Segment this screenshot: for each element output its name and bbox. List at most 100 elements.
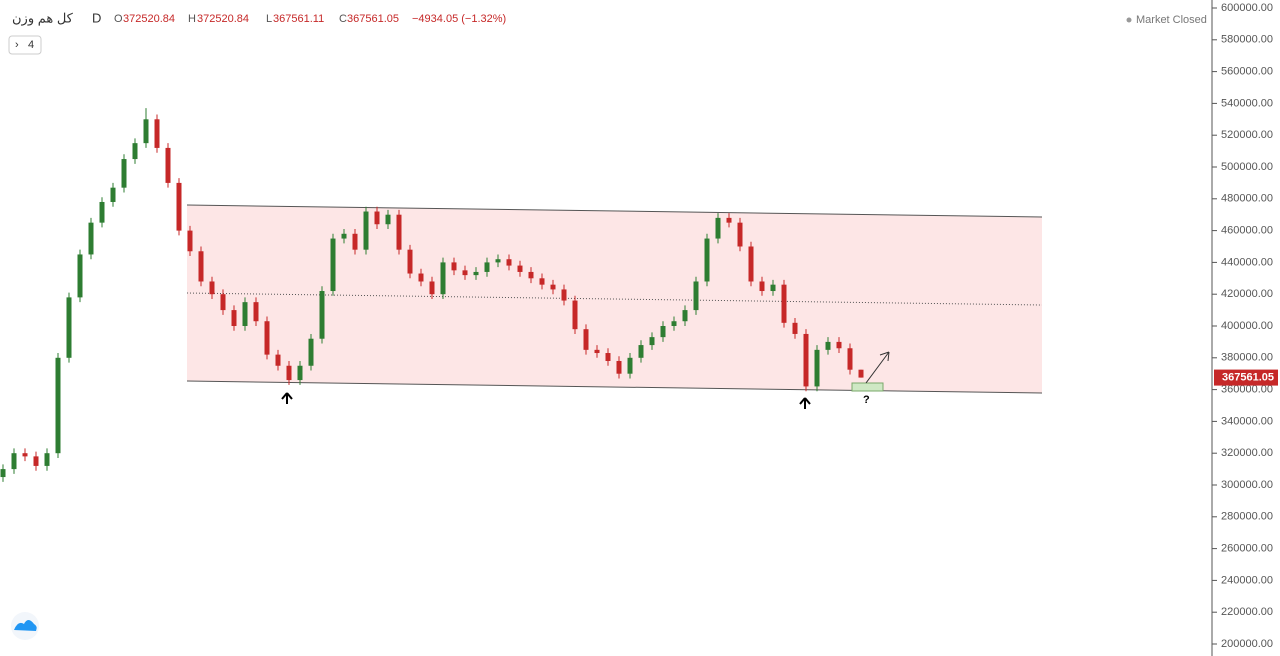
candle-body xyxy=(715,217,721,239)
candle-body xyxy=(814,349,820,387)
candle-body xyxy=(704,238,710,282)
y-tick-label: 500000.00 xyxy=(1221,161,1273,173)
candle-body xyxy=(451,262,457,271)
candle-body xyxy=(341,233,347,239)
y-tick-label: 260000.00 xyxy=(1221,543,1273,555)
l-label: L xyxy=(266,13,272,25)
candle-body xyxy=(396,214,402,250)
collapse-arrow[interactable]: › xyxy=(15,39,19,51)
plot xyxy=(0,108,1043,482)
candle-body xyxy=(517,265,523,272)
candle-body xyxy=(187,230,193,252)
market-status: Market Closed xyxy=(1136,14,1207,26)
candle-body xyxy=(132,143,138,160)
candle-body xyxy=(209,281,215,295)
candle-body xyxy=(550,284,556,290)
candle-body xyxy=(825,341,831,350)
candle-body xyxy=(781,284,787,323)
candle-body xyxy=(473,271,479,276)
candle-body xyxy=(66,297,72,358)
candle-body xyxy=(198,251,204,282)
candle-body xyxy=(44,453,50,466)
candle-body xyxy=(55,357,61,454)
candle-body xyxy=(605,353,611,361)
y-tick-label: 540000.00 xyxy=(1221,97,1273,109)
candle-body xyxy=(275,354,281,366)
candle-body xyxy=(803,333,809,387)
l-value: 367561.11 xyxy=(273,13,324,25)
symbol: کل هم وزن xyxy=(12,10,74,26)
y-tick-label: 560000.00 xyxy=(1221,66,1273,78)
o-label: O xyxy=(114,13,123,25)
y-tick-label: 300000.00 xyxy=(1221,479,1273,491)
candle-body xyxy=(143,119,149,144)
candle-body xyxy=(748,246,754,282)
interval: D xyxy=(92,10,101,25)
y-tick-label: 600000.00 xyxy=(1221,2,1273,14)
candle-body xyxy=(484,262,490,272)
candle-body xyxy=(649,337,655,346)
candle-body xyxy=(462,270,468,276)
o-value: 372520.84 xyxy=(123,13,175,25)
candle-body xyxy=(858,369,864,378)
h-label: H xyxy=(188,13,196,25)
candle-body xyxy=(165,147,171,183)
y-tick-label: 420000.00 xyxy=(1221,288,1273,300)
candle-body xyxy=(176,182,182,231)
candle-body xyxy=(561,289,567,301)
candle-body xyxy=(77,254,83,298)
candle-body xyxy=(770,284,776,292)
target-box xyxy=(851,382,884,392)
c-label: C xyxy=(339,13,347,25)
candle-body xyxy=(242,302,248,326)
candle-body xyxy=(374,211,380,225)
h-value: 372520.84 xyxy=(197,13,249,25)
y-tick-label: 440000.00 xyxy=(1221,256,1273,268)
candle-body xyxy=(286,365,292,381)
candle-body xyxy=(154,119,160,148)
candle-body xyxy=(594,349,600,354)
candle-body xyxy=(572,300,578,330)
candle-body xyxy=(352,233,358,250)
candle-body xyxy=(319,291,325,339)
candle-body xyxy=(110,187,116,202)
c-value: 367561.05 xyxy=(347,13,399,25)
y-tick-label: 340000.00 xyxy=(1221,415,1273,427)
candle-body xyxy=(0,469,6,478)
candle-body xyxy=(627,357,633,374)
candle-body xyxy=(99,201,105,223)
y-tick-label: 320000.00 xyxy=(1221,447,1273,459)
candle-body xyxy=(264,321,270,355)
up-arrow xyxy=(281,392,293,404)
candle-body xyxy=(440,262,446,295)
candle-body xyxy=(121,159,127,188)
candle-body xyxy=(671,321,677,326)
channel-fill xyxy=(187,205,1042,394)
y-tick-label: 580000.00 xyxy=(1221,34,1273,46)
candle-body xyxy=(253,302,259,322)
collapse-count[interactable]: 4 xyxy=(28,39,34,51)
candle-body xyxy=(418,273,424,282)
candle-body xyxy=(231,310,237,326)
candle-body xyxy=(638,345,644,358)
candle-body xyxy=(726,217,732,223)
candle-body xyxy=(429,281,435,295)
candle-body xyxy=(528,271,534,279)
candle-body xyxy=(495,259,501,263)
candle-body xyxy=(330,238,336,292)
change: −4934.05 (−1.32%) xyxy=(412,13,506,25)
candle-body xyxy=(792,322,798,334)
candle-body xyxy=(759,281,765,292)
projection-arrow xyxy=(865,351,890,384)
candle-body xyxy=(407,249,413,274)
y-tick-label: 360000.00 xyxy=(1221,384,1273,396)
question-mark: ? xyxy=(863,394,870,406)
y-tick-label: 380000.00 xyxy=(1221,352,1273,364)
candle-body xyxy=(539,278,545,285)
candle-body xyxy=(693,281,699,311)
y-tick-label: 200000.00 xyxy=(1221,638,1273,650)
last-price-label: 367561.05 xyxy=(1222,371,1274,383)
collapse-button[interactable] xyxy=(8,35,42,55)
